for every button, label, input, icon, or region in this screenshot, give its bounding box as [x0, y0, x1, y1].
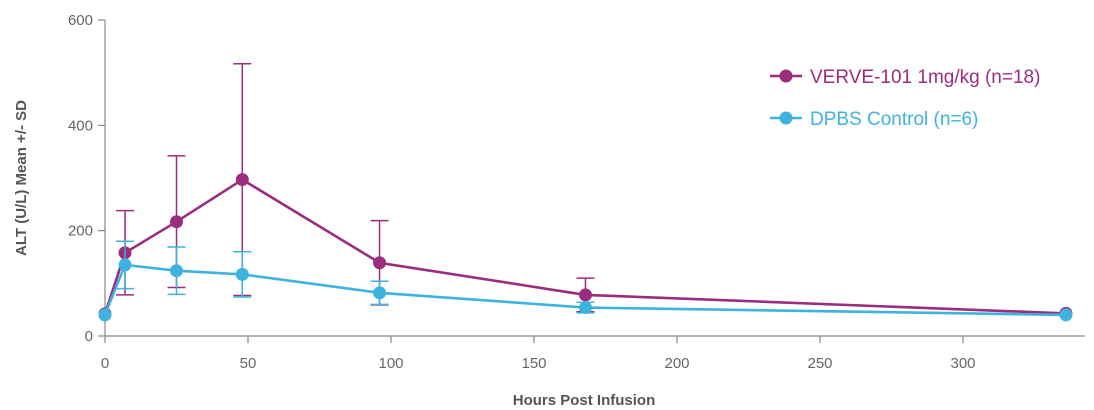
x-tick-label: 0	[101, 355, 109, 372]
data-point	[1059, 308, 1073, 322]
data-point	[578, 301, 592, 315]
data-point	[170, 264, 183, 278]
data-point	[235, 173, 249, 187]
legend-item-2: DPBS Control (n=6)	[770, 109, 978, 130]
series-1	[98, 62, 1073, 321]
data-point	[578, 288, 592, 302]
x-tick-label: 250	[807, 355, 832, 372]
x-axis-title: Hours Post Infusion	[513, 392, 656, 409]
legend-item-1: VERVE-101 1mg/kg (n=18)	[770, 67, 1040, 88]
axes: 0 200 400 600 0 50 100 150 200 250 300	[68, 12, 1085, 372]
x-tick-label: 100	[378, 355, 403, 372]
x-tick-label: 200	[664, 355, 689, 372]
data-point	[98, 308, 112, 322]
x-tick-label: 300	[950, 355, 975, 372]
data-point	[118, 258, 132, 272]
data-point	[373, 286, 387, 300]
y-tick-label: 0	[85, 328, 93, 345]
plot-area	[98, 62, 1073, 322]
legend-marker	[779, 69, 793, 83]
data-point	[235, 267, 249, 281]
x-tick-label: 50	[240, 355, 257, 372]
data-point	[170, 215, 183, 229]
y-axis-title: ALT (U/L) Mean +/- SD	[13, 100, 30, 256]
x-tick-label: 150	[521, 355, 546, 372]
data-point	[373, 256, 387, 270]
legend-label: DPBS Control (n=6)	[810, 109, 978, 130]
y-tick-label: 400	[68, 117, 93, 134]
legend-marker	[779, 111, 793, 125]
y-tick-label: 200	[68, 223, 93, 240]
legend: VERVE-101 1mg/kg (n=18) DPBS Control (n=6…	[770, 67, 1040, 130]
legend-label: VERVE-101 1mg/kg (n=18)	[810, 67, 1040, 88]
series-2	[98, 240, 1073, 322]
y-tick-label: 600	[68, 12, 93, 29]
